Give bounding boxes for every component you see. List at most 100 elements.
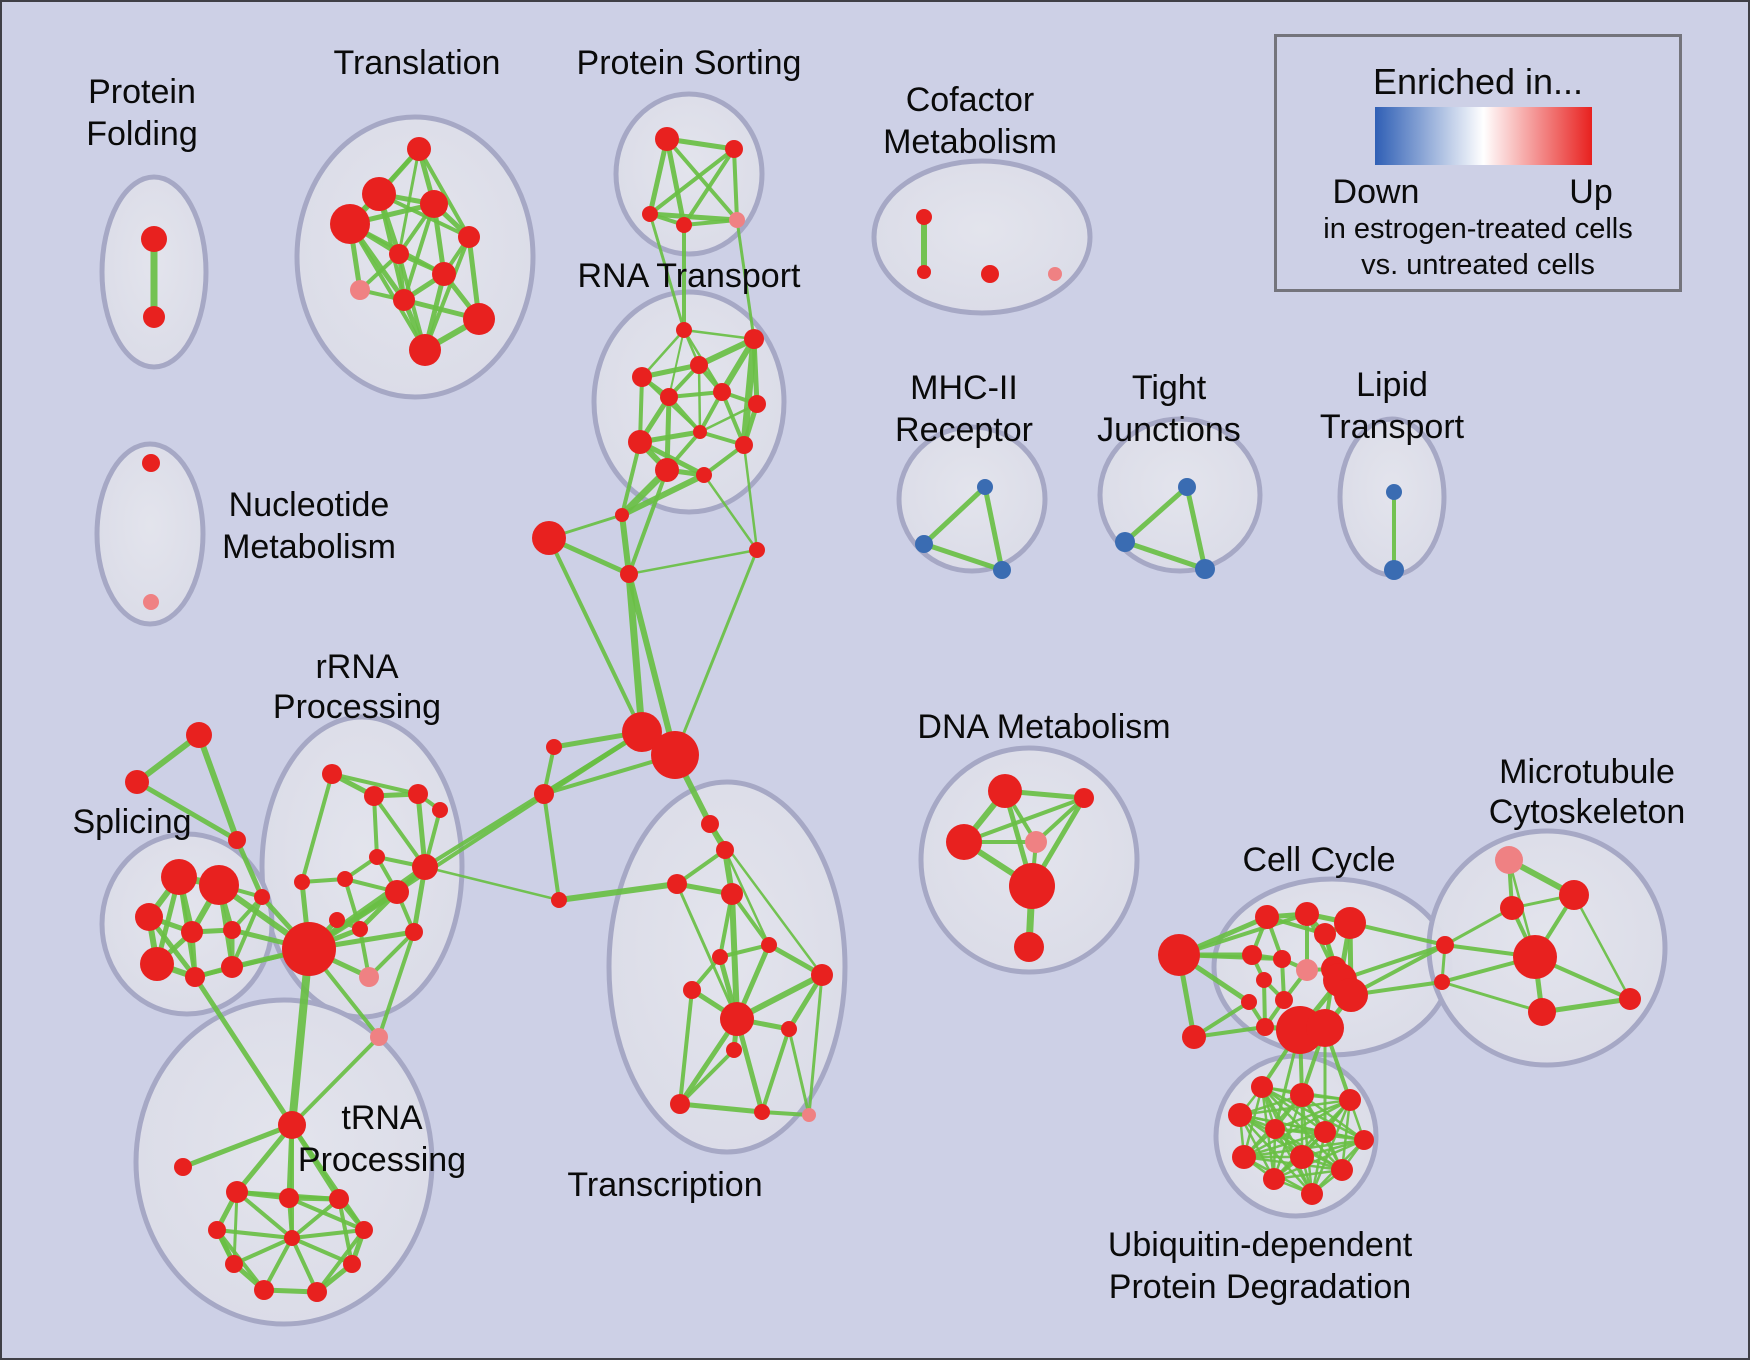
node-Sp6 bbox=[140, 947, 174, 981]
node-R5 bbox=[337, 871, 353, 887]
node-F1 bbox=[141, 226, 167, 252]
edge-Rt12-M2 bbox=[619, 472, 707, 518]
node-K10 bbox=[284, 1230, 300, 1246]
node-Rt7 bbox=[748, 395, 766, 413]
node-T8 bbox=[350, 280, 370, 300]
node-K3 bbox=[329, 1189, 349, 1209]
node-U5 bbox=[1265, 1119, 1285, 1139]
node-Mt2 bbox=[1500, 896, 1524, 920]
node-Mc2 bbox=[1434, 974, 1450, 990]
edge-G1-G2 bbox=[718, 943, 771, 959]
legend-caption-line1: in estrogen-treated cells bbox=[1323, 213, 1633, 245]
node-R13 bbox=[405, 923, 423, 941]
node-T10 bbox=[463, 303, 495, 335]
cluster-label-lipid-transport: Lipid Transport bbox=[1320, 366, 1465, 446]
node-U8 bbox=[1232, 1145, 1256, 1169]
edge-S1-S5 bbox=[665, 137, 739, 222]
node-P2 bbox=[125, 770, 149, 794]
node-G2 bbox=[712, 949, 728, 965]
cluster-label-protein-sorting: Protein Sorting bbox=[577, 44, 802, 82]
edge-R11-R13 bbox=[377, 930, 416, 1039]
cluster-label-translation: Translation bbox=[334, 44, 501, 82]
node-J2 bbox=[1115, 532, 1135, 552]
node-B3 bbox=[993, 561, 1011, 579]
node-Q4 bbox=[1314, 923, 1336, 945]
node-CC2 bbox=[1182, 1025, 1206, 1049]
node-L1 bbox=[546, 739, 562, 755]
node-Q15 bbox=[1306, 1009, 1344, 1047]
cluster-label-mhc-ii-receptor: MHC-II Receptor bbox=[895, 369, 1033, 449]
edge-K5-K9 bbox=[315, 1228, 366, 1294]
node-X1 bbox=[701, 815, 719, 833]
edge-M1-H1 bbox=[547, 536, 644, 734]
edge-S2-S3 bbox=[648, 147, 736, 216]
edge-Mt4-Mt5 bbox=[1539, 996, 1633, 1015]
node-CC1 bbox=[1158, 934, 1200, 976]
node-Rt11 bbox=[655, 458, 679, 482]
node-Q1 bbox=[1255, 905, 1279, 929]
edge-X2-G1 bbox=[723, 848, 771, 947]
edge-RR-TR bbox=[288, 945, 313, 1129]
node-Q13 bbox=[1256, 1018, 1274, 1036]
node-I1 bbox=[174, 1158, 192, 1176]
edge-U6-U8 bbox=[1242, 1130, 1327, 1159]
edge-Rt4-Rt9 bbox=[697, 363, 702, 434]
cluster-ellipse-transcription bbox=[606, 779, 848, 1155]
edge-M4-H2 bbox=[673, 548, 759, 757]
node-D3 bbox=[946, 824, 982, 860]
node-U9 bbox=[1290, 1145, 1314, 1169]
node-K9 bbox=[307, 1282, 327, 1302]
edge-Rt1-Rt5 bbox=[668, 329, 685, 398]
node-Mt5 bbox=[1619, 988, 1641, 1010]
node-Sp3 bbox=[135, 903, 163, 931]
node-GH bbox=[720, 1002, 754, 1036]
cluster-label-cofactor-metabolism: Cofactor Metabolism bbox=[883, 81, 1057, 161]
edge-J1-J2 bbox=[1122, 484, 1190, 545]
node-U3 bbox=[1339, 1089, 1361, 1111]
node-D1 bbox=[988, 774, 1022, 808]
node-R1 bbox=[322, 764, 342, 784]
edge-Mt4-Mc2 bbox=[1440, 980, 1544, 1014]
node-R7 bbox=[385, 880, 409, 904]
edge-G6-G7 bbox=[678, 1048, 736, 1106]
edge-X3-GH bbox=[729, 891, 740, 1022]
edge-K3-K10 bbox=[290, 1197, 341, 1240]
node-M1 bbox=[532, 521, 566, 555]
cluster-label-microtubule-cytoskeleton: Microtubule Cytoskeleton bbox=[1489, 753, 1686, 831]
node-T3 bbox=[420, 190, 448, 218]
node-M3 bbox=[620, 565, 638, 583]
cluster-label-cell-cycle: Cell Cycle bbox=[1242, 841, 1395, 879]
edge-U4-U12 bbox=[1238, 1113, 1314, 1196]
node-Mtp bbox=[1495, 846, 1523, 874]
legend-caption-line2: vs. untreated cells bbox=[1361, 249, 1595, 281]
node-U11 bbox=[1263, 1168, 1285, 1190]
edge-M2-M3 bbox=[619, 512, 632, 577]
node-T7 bbox=[432, 262, 456, 286]
node-Rt4 bbox=[690, 356, 708, 374]
node-P1 bbox=[186, 722, 212, 748]
node-G7 bbox=[670, 1094, 690, 1114]
node-G8 bbox=[754, 1104, 770, 1120]
edge-U3-U4 bbox=[1238, 1098, 1352, 1117]
node-Qp bbox=[1296, 959, 1318, 981]
node-C4 bbox=[1048, 267, 1062, 281]
edge-H1-R6 bbox=[423, 730, 644, 869]
edge-Rt7-Rt9 bbox=[698, 402, 759, 434]
node-S3 bbox=[642, 206, 658, 222]
node-Sp2 bbox=[199, 865, 239, 905]
edge-Rt11-M3 bbox=[627, 468, 669, 576]
edge-N2-N1 bbox=[556, 881, 680, 903]
legend-down-label: Down bbox=[1332, 173, 1420, 211]
node-X3 bbox=[721, 883, 743, 905]
edge-G7-G8 bbox=[677, 1101, 765, 1115]
node-Mt3 bbox=[1513, 935, 1557, 979]
node-Rt10 bbox=[735, 436, 753, 454]
node-G4 bbox=[683, 981, 701, 999]
edge-B2-B3 bbox=[921, 541, 1005, 573]
edge-Rt8-Rt12 bbox=[637, 439, 707, 478]
legend-up-label: Up bbox=[1569, 173, 1613, 211]
nodes-layer bbox=[125, 127, 1641, 1302]
node-D4 bbox=[1025, 831, 1047, 853]
node-U2 bbox=[1290, 1083, 1314, 1107]
node-Rt8 bbox=[628, 430, 652, 454]
